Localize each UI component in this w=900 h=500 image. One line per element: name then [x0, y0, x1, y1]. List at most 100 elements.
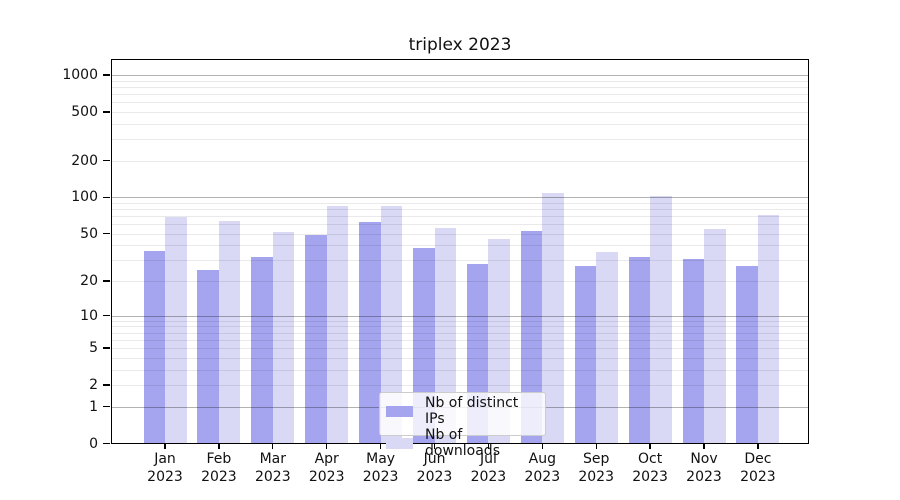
y-tick-label: 1 [89, 398, 98, 415]
bar-ips-jan [143, 250, 165, 444]
x-tick-mark [757, 444, 759, 449]
major-gridline [111, 197, 809, 199]
x-tick-label: Oct 2023 [632, 451, 668, 485]
y-tick-label: 1000 [62, 66, 98, 83]
minor-gridline [111, 102, 809, 104]
y-tick-label: 200 [71, 152, 98, 169]
minor-gridline [111, 233, 809, 235]
y-tick-label: 0 [89, 435, 98, 452]
y-tick-mark [103, 280, 110, 282]
bar-downloads-nov [704, 228, 726, 444]
x-tick-mark [649, 444, 651, 449]
bar-downloads-jun [434, 227, 456, 444]
minor-gridline [111, 202, 809, 204]
legend-item-downloads: Nb of downloads [386, 427, 539, 459]
minor-gridline [111, 209, 809, 211]
bar-ips-aug [520, 230, 543, 444]
y-tick-mark [103, 347, 110, 349]
legend-swatch-distinct-ips [386, 405, 413, 417]
x-tick-label: Aug 2023 [524, 451, 561, 485]
plot-area [111, 59, 809, 444]
x-tick-label: Dec 2023 [740, 451, 776, 485]
y-tick-mark [103, 233, 110, 235]
x-tick-label: Jul 2023 [470, 451, 507, 485]
x-tick-mark [164, 444, 166, 449]
major-gridline [111, 74, 809, 76]
y-tick-label: 20 [80, 273, 98, 290]
y-tick-label: 100 [71, 189, 98, 206]
major-gridline [111, 315, 809, 317]
y-tick-mark [103, 442, 110, 445]
x-tick-label: Nov 2023 [686, 451, 722, 485]
minor-gridline [111, 384, 809, 386]
bar-ips-apr [305, 234, 327, 444]
legend-item-distinct-ips: Nb of distinct IPs [386, 395, 539, 427]
x-tick-mark [487, 444, 490, 449]
x-tick-mark [379, 444, 382, 449]
x-tick-label: Feb 2023 [201, 451, 237, 485]
minor-gridline [111, 139, 809, 141]
bar-ips-may [359, 221, 381, 444]
x-tick-mark [541, 444, 543, 449]
minor-gridline [111, 80, 809, 82]
y-tick-label: 10 [80, 307, 98, 324]
x-tick-mark [703, 444, 705, 449]
x-tick-mark [433, 444, 436, 449]
minor-gridline [111, 123, 809, 125]
y-tick-mark [103, 405, 110, 408]
minor-gridline [111, 160, 809, 162]
x-tick-mark [595, 444, 597, 449]
minor-gridline [111, 339, 809, 341]
bar-downloads-mar [272, 231, 295, 444]
legend-label-downloads: Nb of downloads [425, 427, 500, 459]
minor-gridline [111, 357, 809, 359]
y-tick-mark [103, 196, 110, 198]
legend-label-distinct-ips: Nb of distinct IPs [425, 395, 519, 427]
bar-downloads-aug [542, 193, 564, 444]
minor-gridline [111, 224, 809, 226]
minor-gridline [111, 320, 809, 322]
y-tick-label: 5 [89, 339, 98, 356]
bar-downloads-apr [326, 205, 349, 444]
bar-ips-mar [251, 256, 273, 444]
x-tick-label: May 2023 [362, 451, 399, 485]
y-tick-mark [103, 384, 110, 386]
bar-ips-sep [574, 265, 597, 444]
x-tick-label: Jan 2023 [147, 451, 183, 485]
bar-ips-oct [628, 256, 651, 444]
y-tick-mark [103, 74, 110, 76]
y-tick-mark [103, 159, 110, 162]
minor-gridline [111, 281, 809, 283]
bar-ips-dec [736, 265, 758, 444]
y-tick-label: 500 [71, 103, 98, 120]
bar-downloads-dec [757, 214, 780, 444]
y-tick-mark [103, 111, 110, 113]
bar-downloads-sep [596, 252, 618, 444]
bar-downloads-oct [650, 195, 672, 444]
bar-downloads-may [380, 206, 403, 444]
minor-gridline [111, 326, 809, 328]
x-tick-label: Sep 2023 [578, 451, 614, 485]
bar-ips-feb [197, 269, 219, 444]
y-tick-label: 2 [89, 376, 98, 393]
minor-gridline [111, 93, 809, 95]
legend-swatch-downloads [386, 437, 413, 449]
chart-title: triplex 2023 [408, 35, 512, 55]
bar-ips-nov [682, 258, 704, 444]
minor-gridline [111, 260, 809, 262]
x-tick-label: Mar 2023 [254, 451, 291, 485]
x-tick-label: Apr 2023 [308, 451, 345, 485]
minor-gridline [111, 245, 809, 247]
y-tick-mark [103, 314, 110, 317]
minor-gridline [111, 332, 809, 334]
minor-gridline [111, 86, 809, 88]
x-tick-mark [326, 444, 328, 449]
minor-gridline [111, 216, 809, 218]
minor-gridline [111, 111, 809, 113]
y-tick-label: 50 [80, 225, 98, 242]
bar-downloads-jan [165, 216, 187, 444]
minor-gridline [111, 347, 809, 349]
x-tick-label: Jun 2023 [416, 451, 453, 485]
x-tick-mark [272, 444, 274, 449]
